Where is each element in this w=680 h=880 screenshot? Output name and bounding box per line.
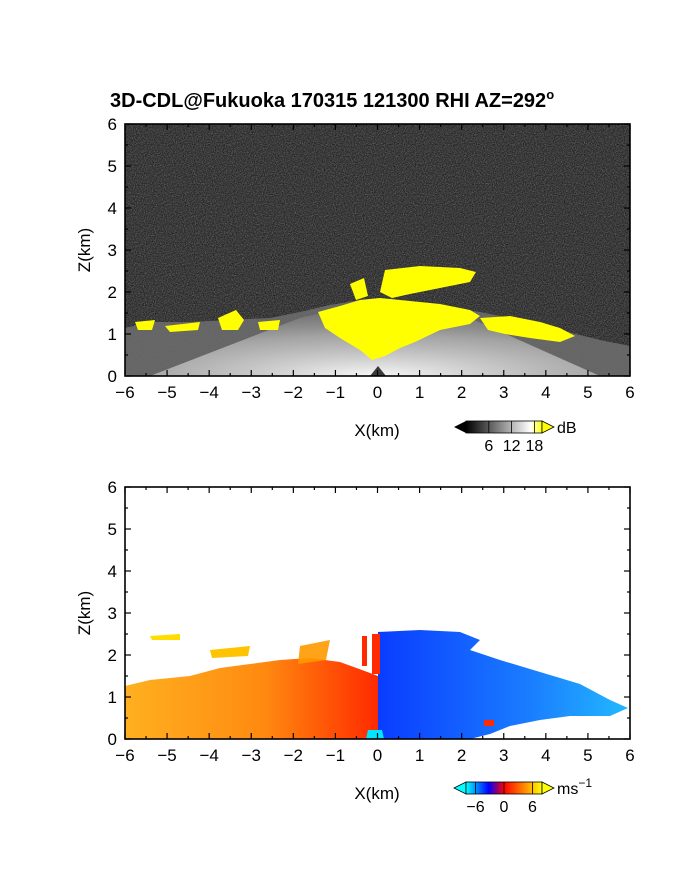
velocity-colorbar: −6 0 6 ms−1 <box>453 776 592 816</box>
velocity-xlabel: X(km) <box>354 784 399 803</box>
snr-colorbar-tick-label: 6 <box>484 438 493 455</box>
snr-panel <box>125 124 630 376</box>
snr-xtick-label: 6 <box>625 383 634 402</box>
velocity-colorbar-min-arrow <box>453 781 467 795</box>
snr-xlabel: X(km) <box>354 421 399 440</box>
snr-xtick-label: −6 <box>115 383 134 402</box>
snr-xtick-label: −4 <box>199 383 218 402</box>
snr-ylabel: Z(km) <box>75 228 94 272</box>
velocity-xtick-label: −2 <box>284 746 303 765</box>
velocity-column-red <box>372 634 380 674</box>
velocity-xtick-label: 2 <box>457 746 466 765</box>
velocity-ytick-label: 0 <box>108 730 117 749</box>
velocity-ytick-label: 2 <box>108 646 117 665</box>
velocity-ylabel: Z(km) <box>75 591 94 635</box>
snr-colorbar-bar <box>465 420 543 434</box>
snr-colorbar: 6 12 18 dB <box>454 420 577 455</box>
snr-ytick-label: 4 <box>108 199 117 218</box>
velocity-negative-region <box>378 630 628 739</box>
snr-xtick-label: 5 <box>583 383 592 402</box>
snr-xtick-label: −3 <box>242 383 261 402</box>
snr-xtick-label: −1 <box>326 383 345 402</box>
velocity-xtick-label: −5 <box>157 746 176 765</box>
velocity-colorbar-tick-label: 0 <box>500 799 509 816</box>
velocity-aloft-patch-3 <box>298 640 330 664</box>
velocity-colorbar-tick-label: 6 <box>528 799 537 816</box>
snr-colorbar-max-arrow <box>541 420 555 434</box>
velocity-xtick-label: −6 <box>115 746 134 765</box>
snr-xtick-label: −2 <box>284 383 303 402</box>
velocity-site-cyan <box>366 730 384 739</box>
velocity-ytick-label: 6 <box>108 478 117 497</box>
chart-title: 3D-CDL@Fukuoka 170315 121300 RHI AZ=292o <box>110 87 554 112</box>
velocity-ytick-label: 4 <box>108 562 117 581</box>
snr-colorbar-min-arrow <box>454 421 466 433</box>
velocity-positive-region <box>125 658 378 739</box>
velocity-xtick-label: 3 <box>499 746 508 765</box>
velocity-ytick-label: 5 <box>108 520 117 539</box>
snr-xtick-label: 1 <box>415 383 424 402</box>
velocity-axes: −6 −5 −4 −3 −2 −1 0 1 2 3 4 5 6 0 1 2 3 4 5 6 <box>108 478 635 765</box>
velocity-panel <box>125 487 630 739</box>
snr-xtick-label: 2 <box>457 383 466 402</box>
velocity-colorbar-unit: ms−1 <box>557 776 592 798</box>
velocity-xtick-label: −1 <box>326 746 345 765</box>
snr-ytick-label: 1 <box>108 325 117 344</box>
velocity-xtick-label: 1 <box>415 746 424 765</box>
velocity-xtick-label: 0 <box>373 746 382 765</box>
snr-colorbar-tick-label: 18 <box>526 438 544 455</box>
snr-ytick-label: 6 <box>108 115 117 134</box>
snr-ytick-label: 2 <box>108 283 117 302</box>
velocity-ytick-label: 1 <box>108 688 117 707</box>
velocity-xtick-label: 5 <box>583 746 592 765</box>
snr-high-patches <box>135 266 575 360</box>
snr-ytick-label: 0 <box>108 367 117 386</box>
snr-ytick-label: 3 <box>108 241 117 260</box>
velocity-column-red-2 <box>362 636 367 666</box>
velocity-xtick-label: 4 <box>541 746 550 765</box>
velocity-spot <box>484 720 494 726</box>
velocity-aloft-patch <box>150 634 180 640</box>
velocity-xtick-label: −4 <box>199 746 218 765</box>
velocity-colorbar-max-arrow <box>541 781 555 795</box>
snr-ytick-label: 5 <box>108 157 117 176</box>
velocity-aloft-patch-2 <box>210 646 250 658</box>
velocity-ytick-label: 3 <box>108 604 117 623</box>
snr-xtick-label: 3 <box>499 383 508 402</box>
velocity-xtick-label: −3 <box>242 746 261 765</box>
snr-colorbar-unit: dB <box>557 420 577 437</box>
snr-xtick-label: 0 <box>373 383 382 402</box>
velocity-colorbar-tick-label: −6 <box>466 799 484 816</box>
snr-xtick-label: −5 <box>157 383 176 402</box>
snr-colorbar-tick-label: 12 <box>503 438 521 455</box>
snr-xtick-label: 4 <box>541 383 550 402</box>
velocity-xtick-label: 6 <box>625 746 634 765</box>
snr-axes: −6 −5 −4 −3 −2 −1 0 1 2 3 4 5 6 0 1 2 3 4 5 6 <box>108 115 635 402</box>
